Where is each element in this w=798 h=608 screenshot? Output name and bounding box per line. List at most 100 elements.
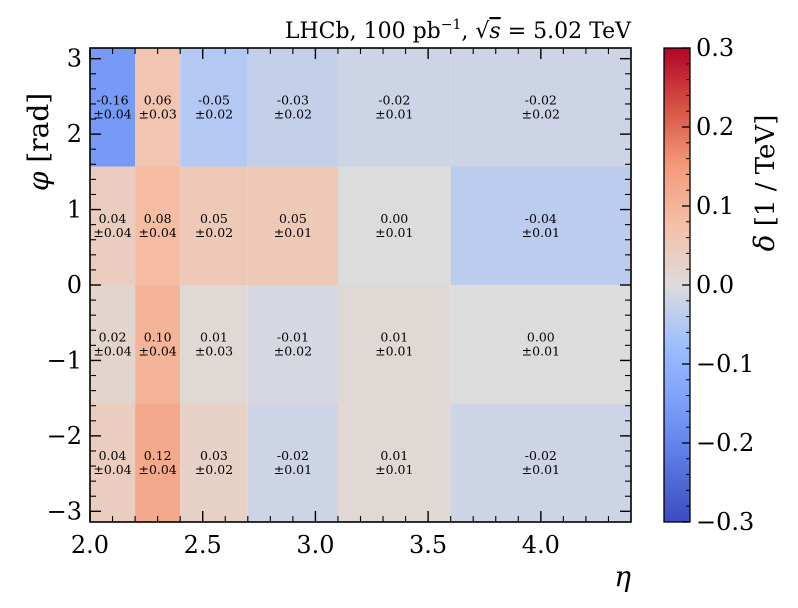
cell-value-label: 0.05 xyxy=(279,211,307,226)
x-tick-label: 4.0 xyxy=(522,531,560,559)
cell-value-label: 0.00 xyxy=(380,211,408,226)
cell-error-label: ±0.03 xyxy=(138,106,176,121)
cell-error-label: ±0.01 xyxy=(274,462,312,477)
cell-value-label: 0.04 xyxy=(99,448,127,463)
cell-value-label: -0.01 xyxy=(277,329,309,344)
heatmap-cell xyxy=(450,166,631,285)
colorbar-label-symbol: δ xyxy=(748,235,781,252)
y-tick-label: 2 xyxy=(67,120,82,148)
y-tick-label: −1 xyxy=(47,346,82,374)
y-tick-label: 0 xyxy=(67,271,82,299)
heatmap-cell xyxy=(450,48,631,167)
cell-error-label: ±0.01 xyxy=(522,225,560,240)
cell-error-label: ±0.02 xyxy=(522,106,560,121)
cell-error-label: ±0.02 xyxy=(274,343,312,358)
cell-error-label: ±0.02 xyxy=(274,106,312,121)
cell-error-label: ±0.01 xyxy=(522,462,560,477)
y-axis-label-symbol: φ xyxy=(22,171,55,191)
colorbar-axis: 0.3 0.2 0.1 0.0 −0.1 −0.2 −0.3 xyxy=(682,34,754,536)
title-sqrt-symbol: √ xyxy=(475,19,490,44)
colorbar-tick-label: −0.3 xyxy=(696,508,754,536)
cell-value-label: -0.02 xyxy=(525,92,557,107)
cell-value-label: -0.04 xyxy=(525,211,557,226)
colorbar-tick-label: −0.1 xyxy=(696,350,754,378)
x-tick-label: 3.0 xyxy=(296,531,334,559)
cell-value-label: 0.01 xyxy=(380,448,408,463)
cell-value-label: -0.16 xyxy=(97,92,129,107)
cell-value-label: 0.12 xyxy=(144,448,172,463)
colorbar-tick-label: 0.3 xyxy=(696,34,734,62)
colorbar-tick-label: 0.1 xyxy=(696,192,734,220)
y-tick-label: 3 xyxy=(67,45,82,73)
x-tick-label: 3.5 xyxy=(409,531,447,559)
colorbar-label-unit: [1 / TeV] xyxy=(751,115,781,235)
x-axis-label: η xyxy=(614,560,631,593)
cell-error-label: ±0.04 xyxy=(138,225,176,240)
cell-value-label: -0.02 xyxy=(525,448,557,463)
cell-error-label: ±0.04 xyxy=(138,343,176,358)
cell-value-label: 0.08 xyxy=(144,211,172,226)
title-separator: , xyxy=(461,19,475,44)
cell-error-label: ±0.02 xyxy=(195,106,233,121)
heatmap-cell xyxy=(337,285,451,404)
cell-error-label: ±0.01 xyxy=(375,106,413,121)
cell-value-label: 0.01 xyxy=(380,329,408,344)
cell-value-label: 0.02 xyxy=(99,329,127,344)
heatmap-cell xyxy=(180,285,248,404)
colorbar-tick-label: −0.2 xyxy=(696,429,754,457)
title-lumi-exponent: −1 xyxy=(441,17,462,33)
heatmap-cell-labels: -0.16±0.040.06±0.03-0.05±0.02-0.03±0.02-… xyxy=(93,92,560,477)
cell-error-label: ±0.02 xyxy=(195,225,233,240)
colorbar-tick-label: 0.2 xyxy=(696,113,734,141)
heatmap-cell xyxy=(90,285,136,404)
heatmap-cell xyxy=(135,48,181,167)
title-experiment: LHCb, 100 pb xyxy=(285,19,441,44)
heatmap-cell xyxy=(180,403,248,522)
cell-error-label: ±0.04 xyxy=(93,225,131,240)
cell-value-label: 0.10 xyxy=(144,329,172,344)
heatmap-cell xyxy=(90,48,136,167)
y-tick-label: −2 xyxy=(47,422,82,450)
cell-error-label: ±0.01 xyxy=(274,225,312,240)
cell-error-label: ±0.02 xyxy=(195,462,233,477)
title-energy: = 5.02 TeV xyxy=(501,19,632,44)
cell-value-label: 0.03 xyxy=(200,448,228,463)
chart-title: LHCb, 100 pb−1, √s = 5.02 TeV xyxy=(285,17,632,44)
x-axis: 2.0 2.5 3.0 3.5 4.0 xyxy=(71,48,632,559)
heatmap-cell xyxy=(180,166,248,285)
heatmap-cell xyxy=(247,285,338,404)
x-tick-label: 2.5 xyxy=(184,531,222,559)
cell-error-label: ±0.01 xyxy=(522,343,560,358)
cell-error-label: ±0.01 xyxy=(375,343,413,358)
y-axis-label-unit: [rad] xyxy=(22,93,55,172)
cell-error-label: ±0.04 xyxy=(93,106,131,121)
heatmap-cell xyxy=(90,403,136,522)
cell-error-label: ±0.04 xyxy=(93,343,131,358)
cell-value-label: 0.01 xyxy=(200,329,228,344)
heatmap-cell xyxy=(135,403,181,522)
cell-value-label: 0.05 xyxy=(200,211,228,226)
cell-error-label: ±0.04 xyxy=(93,462,131,477)
colorbar-label: δ [1 / TeV] xyxy=(748,115,781,252)
y-tick-label: 1 xyxy=(67,196,82,224)
cell-error-label: ±0.01 xyxy=(375,225,413,240)
y-tick-label: −3 xyxy=(47,497,82,525)
y-axis-label: φ [rad] xyxy=(22,93,55,191)
heatmap-cells xyxy=(90,48,631,522)
cell-error-label: ±0.01 xyxy=(375,462,413,477)
heatmap-cell xyxy=(180,48,248,167)
heatmap-cell xyxy=(450,285,631,404)
heatmap-cell xyxy=(337,403,451,522)
heatmap-cell xyxy=(90,166,136,285)
title-s: s xyxy=(489,19,500,44)
cell-value-label: 0.00 xyxy=(527,329,555,344)
cell-error-label: ±0.04 xyxy=(138,462,176,477)
heatmap-cell xyxy=(135,285,181,404)
heatmap-cell xyxy=(450,403,631,522)
y-axis: 3 2 1 0 −1 −2 −3 xyxy=(47,45,631,525)
heatmap-cell xyxy=(247,166,338,285)
x-tick-label: 2.0 xyxy=(71,531,109,559)
cell-error-label: ±0.03 xyxy=(195,343,233,358)
colorbar-tick-label: 0.0 xyxy=(696,271,734,299)
